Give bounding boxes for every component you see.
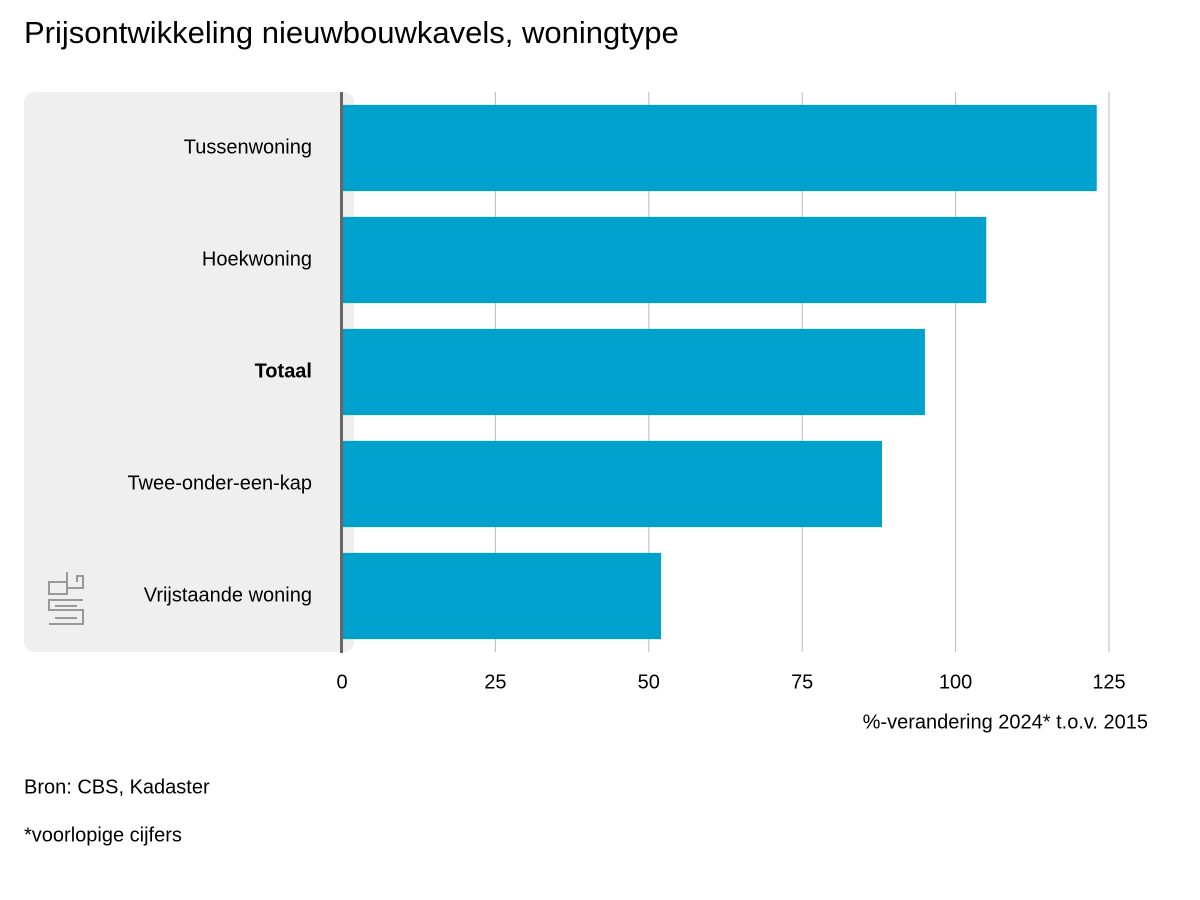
x-tick-label: 100	[939, 671, 972, 693]
source: Bron: CBS, Kadaster	[24, 776, 210, 798]
y-tick-label: Hoekwoning	[202, 248, 312, 270]
chart-title: Prijsontwikkeling nieuwbouwkavels, wonin…	[24, 15, 679, 50]
axis-line	[340, 92, 343, 653]
bar	[342, 216, 987, 304]
y-tick-label: Vrijstaande woning	[144, 584, 312, 606]
x-tick-label: 50	[638, 671, 660, 693]
bars	[342, 104, 1097, 640]
bar	[342, 328, 925, 416]
note: *voorlopige cijfers	[24, 824, 182, 846]
bar	[342, 552, 662, 640]
y-tick-label: Twee-onder-een-kap	[127, 472, 312, 494]
x-tick-label: 0	[336, 671, 347, 693]
logo	[48, 572, 84, 625]
y-tick-label: Tussenwoning	[184, 136, 312, 158]
x-tick-label: 25	[484, 671, 506, 693]
bar	[342, 440, 882, 528]
x-axis-label: %-verandering 2024* t.o.v. 2015	[863, 711, 1148, 733]
x-tick-label: 75	[791, 671, 813, 693]
y-tick-label: Totaal	[255, 360, 312, 382]
label-panel	[24, 92, 354, 652]
x-tick-label: 125	[1092, 671, 1125, 693]
bar	[342, 104, 1097, 192]
